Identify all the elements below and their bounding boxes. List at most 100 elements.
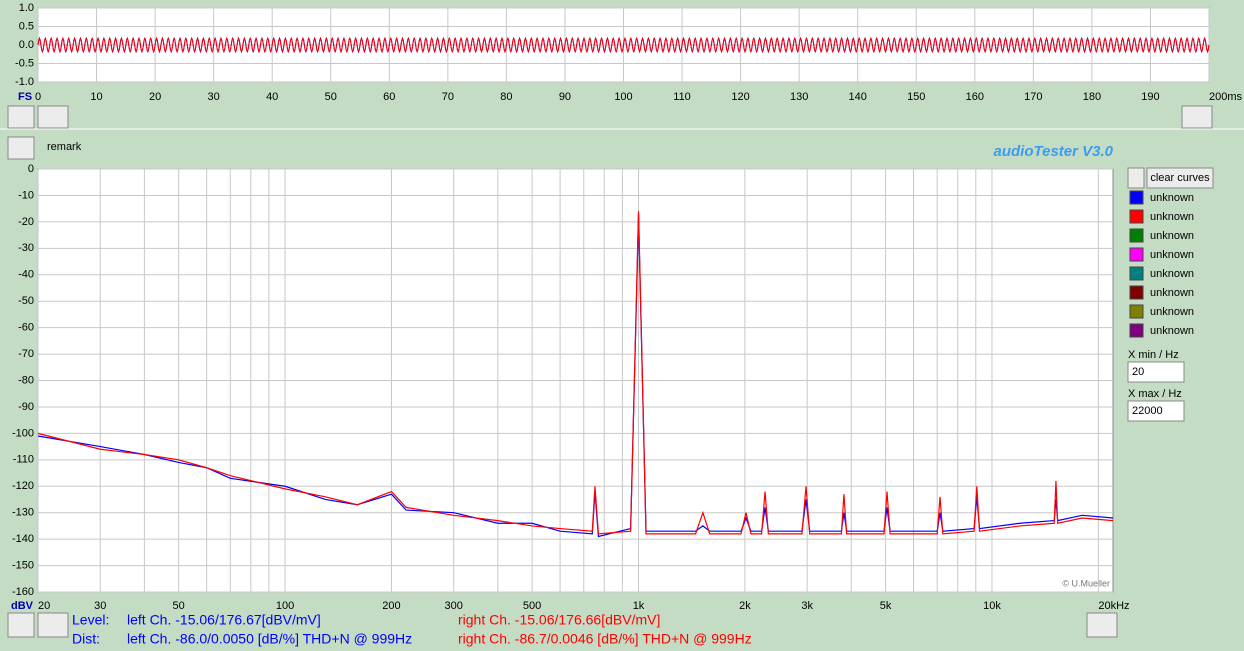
y-unit: dBV <box>11 600 34 612</box>
curve-name: unknown <box>1150 249 1194 261</box>
curve-swatch[interactable] <box>1129 247 1144 262</box>
x-tick-label: 150 <box>907 91 925 103</box>
curve-swatch[interactable] <box>1129 190 1144 205</box>
x-tick-label: 60 <box>383 91 395 103</box>
x-tick-label: 500 <box>523 600 541 612</box>
x-tick-label: 50 <box>325 91 337 103</box>
remark: remark <box>47 141 82 153</box>
x-tick-label: 2k <box>739 600 751 612</box>
x-tick-label: 160 <box>966 91 984 103</box>
curve-name: unknown <box>1150 306 1194 318</box>
scroll-button[interactable] <box>1086 612 1118 638</box>
y-tick-label: -40 <box>18 269 34 281</box>
curve-swatch[interactable] <box>1129 285 1144 300</box>
x-tick-label: 20kHz <box>1098 600 1129 612</box>
x-tick-label: 110 <box>673 91 691 103</box>
spin-button[interactable] <box>7 105 35 129</box>
x-tick-label: 10k <box>983 600 1001 612</box>
y-tick-label: -150 <box>12 559 34 571</box>
curve-name: unknown <box>1150 211 1194 223</box>
dist-left: left Ch. -86.0/0.0050 [dB/%] THD+N @ 999… <box>127 631 412 647</box>
curve-name: unknown <box>1150 230 1194 242</box>
scroll-button[interactable] <box>1181 105 1213 129</box>
curve-swatch[interactable] <box>1129 266 1144 281</box>
y-tick-label: -0.5 <box>15 57 34 69</box>
chart: 20 30 50 100 200 300 500 1k 2k 3k 5k 10k 20kHz 0 -10 -2… <box>11 163 1130 612</box>
y-tick-label: -160 <box>12 586 34 598</box>
x-tick-label: 300 <box>445 600 463 612</box>
spin-buttons[interactable] <box>7 105 1213 638</box>
y-tick-label: -70 <box>18 348 34 360</box>
xmax-input[interactable] <box>1127 400 1185 422</box>
y-unit: FS <box>18 91 32 103</box>
curve-name: unknown <box>1150 268 1194 280</box>
x-tick-label: 3k <box>801 600 813 612</box>
level-label: Level: <box>72 612 109 628</box>
y-tick-label: -20 <box>18 216 34 228</box>
y-tick-label: -130 <box>12 507 34 519</box>
y-tick-label: -30 <box>18 242 34 254</box>
clear-curves-button[interactable] <box>1146 167 1214 189</box>
x-tick-label: 190 <box>1141 91 1159 103</box>
spin-button[interactable] <box>7 612 35 638</box>
x-tick-label: 130 <box>790 91 808 103</box>
y-tick-label: 0 <box>28 163 34 175</box>
x-tick-label: 30 <box>208 91 220 103</box>
level-right: right Ch. -15.06/176.66[dBV/mV] <box>458 612 660 628</box>
xmin-label: X min / Hz <box>1128 349 1179 361</box>
curve-swatch[interactable] <box>1129 304 1144 319</box>
y-tick-label: -50 <box>18 295 34 307</box>
copyright: © U.Mueller <box>1062 578 1110 588</box>
waveform <box>37 36 1210 54</box>
x-tick-label: 100 <box>276 600 294 612</box>
xmin-input[interactable] <box>1127 361 1185 383</box>
x-tick-label: 0 <box>35 91 41 103</box>
y-tick-label: -140 <box>12 533 34 545</box>
curve-swatch[interactable] <box>1129 228 1144 243</box>
spectrum-line <box>37 211 1114 535</box>
y-tick-label: 0.5 <box>19 20 34 32</box>
xmin-value[interactable]: 20 <box>1132 366 1144 378</box>
spin-button[interactable] <box>7 136 35 160</box>
y-tick-label: 1.0 <box>19 2 34 14</box>
x-tick-label: 40 <box>266 91 278 103</box>
x-tick-label: 1k <box>633 600 645 612</box>
dist-right: right Ch. -86.7/0.0046 [dB/%] THD+N @ 99… <box>458 631 752 647</box>
x-tick-label: 200ms <box>1209 91 1243 103</box>
x-tick-label: 20 <box>149 91 161 103</box>
y-tick-label: -120 <box>12 480 34 492</box>
y-tick-label: -60 <box>18 322 34 334</box>
y-tick-label: -1.0 <box>15 76 34 88</box>
level-left: left Ch. -15.06/176.67[dBV/mV] <box>127 612 321 628</box>
xmax-value[interactable]: 22000 <box>1132 405 1163 417</box>
x-tick-label: 70 <box>442 91 454 103</box>
y-tick-label: 0.0 <box>19 39 34 51</box>
curve-name: unknown <box>1150 325 1194 337</box>
chart: 0 10 20 30 40 50 60 70 80 90 100 110 120 130 140 150 160… <box>15 2 1242 103</box>
y-tick-label: -80 <box>18 374 34 386</box>
curve-swatch[interactable] <box>1129 209 1144 224</box>
scroll-button[interactable] <box>37 105 69 129</box>
x-tick-label: 30 <box>94 600 106 612</box>
x-tick-label: 170 <box>1024 91 1042 103</box>
curve-name: unknown <box>1150 287 1194 299</box>
x-tick-label: 5k <box>880 600 892 612</box>
clear-curves-label[interactable]: clear curves <box>1150 172 1210 184</box>
curve-swatch[interactable] <box>1129 323 1144 338</box>
curve-name: unknown <box>1150 192 1194 204</box>
xmax-label: X max / Hz <box>1128 388 1182 400</box>
x-tick-label: 120 <box>731 91 749 103</box>
x-tick-label: 100 <box>614 91 632 103</box>
x-tick-label: 50 <box>173 600 185 612</box>
dist-label: Dist: <box>72 631 100 647</box>
app-title: audioTester V3.0 <box>994 143 1114 160</box>
y-tick-label: -100 <box>12 427 34 439</box>
y-tick-label: -110 <box>13 454 34 466</box>
x-tick-label: 20 <box>38 600 50 612</box>
y-tick-label: -90 <box>18 401 34 413</box>
scroll-button[interactable] <box>37 612 69 638</box>
spin-button[interactable] <box>1127 167 1145 189</box>
x-tick-label: 10 <box>90 91 102 103</box>
